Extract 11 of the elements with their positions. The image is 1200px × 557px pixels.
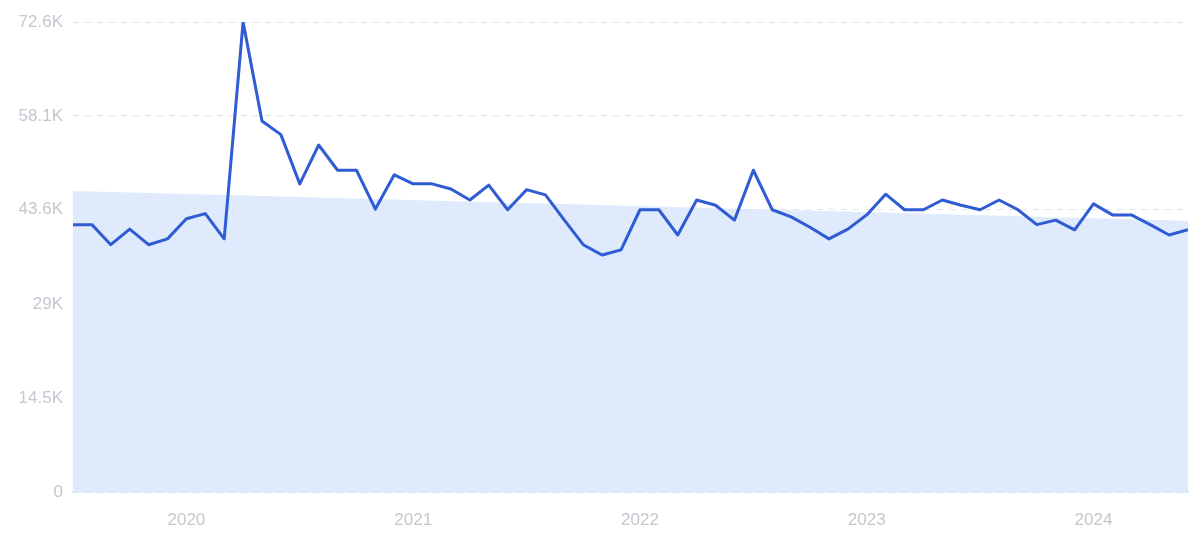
y-tick-label: 43.6K xyxy=(18,199,64,219)
y-tick-label: 0 xyxy=(53,481,63,501)
y-tick-label: 58.1K xyxy=(18,105,64,125)
x-tick-label: 2022 xyxy=(621,509,659,529)
y-tick-label: 72.6K xyxy=(18,11,64,31)
y-tick-label: 29K xyxy=(32,293,64,313)
y-tick-label: 14.5K xyxy=(18,387,64,407)
x-tick-label: 2021 xyxy=(394,509,433,529)
x-tick-label: 2024 xyxy=(1074,509,1113,529)
x-tick-label: 2023 xyxy=(847,509,886,529)
x-tick-label: 2020 xyxy=(167,509,206,529)
